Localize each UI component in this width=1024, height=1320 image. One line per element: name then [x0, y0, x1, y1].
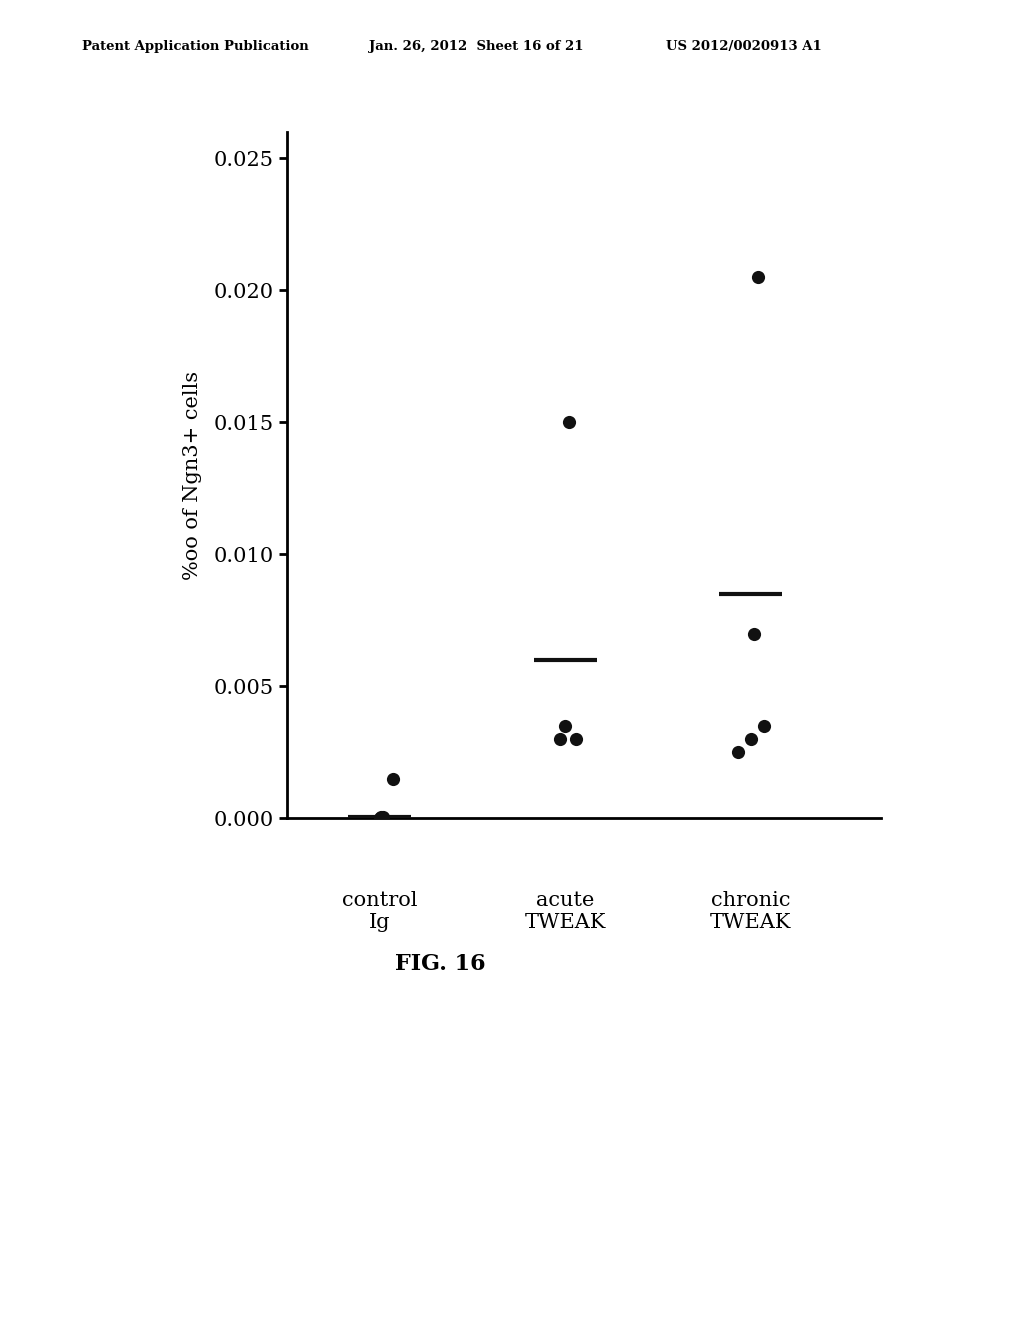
Point — [375, 807, 391, 828]
Point — [551, 729, 567, 750]
Point — [750, 267, 766, 288]
Point — [384, 768, 400, 789]
Point — [742, 729, 759, 750]
Y-axis label: %oo of Ngn3+ cells: %oo of Ngn3+ cells — [183, 371, 202, 579]
Point — [373, 807, 389, 828]
Point — [756, 715, 772, 737]
Point — [561, 412, 578, 433]
Point — [568, 729, 585, 750]
Text: Jan. 26, 2012  Sheet 16 of 21: Jan. 26, 2012 Sheet 16 of 21 — [369, 40, 583, 53]
Text: Patent Application Publication: Patent Application Publication — [82, 40, 308, 53]
Text: control
Ig: control Ig — [342, 891, 417, 932]
Point — [372, 808, 388, 829]
Point — [729, 742, 745, 763]
Point — [557, 715, 573, 737]
Point — [746, 623, 763, 644]
Text: US 2012/0020913 A1: US 2012/0020913 A1 — [666, 40, 821, 53]
Text: chronic
TWEAK: chronic TWEAK — [710, 891, 792, 932]
Text: FIG. 16: FIG. 16 — [395, 953, 485, 975]
Text: acute
TWEAK: acute TWEAK — [524, 891, 606, 932]
